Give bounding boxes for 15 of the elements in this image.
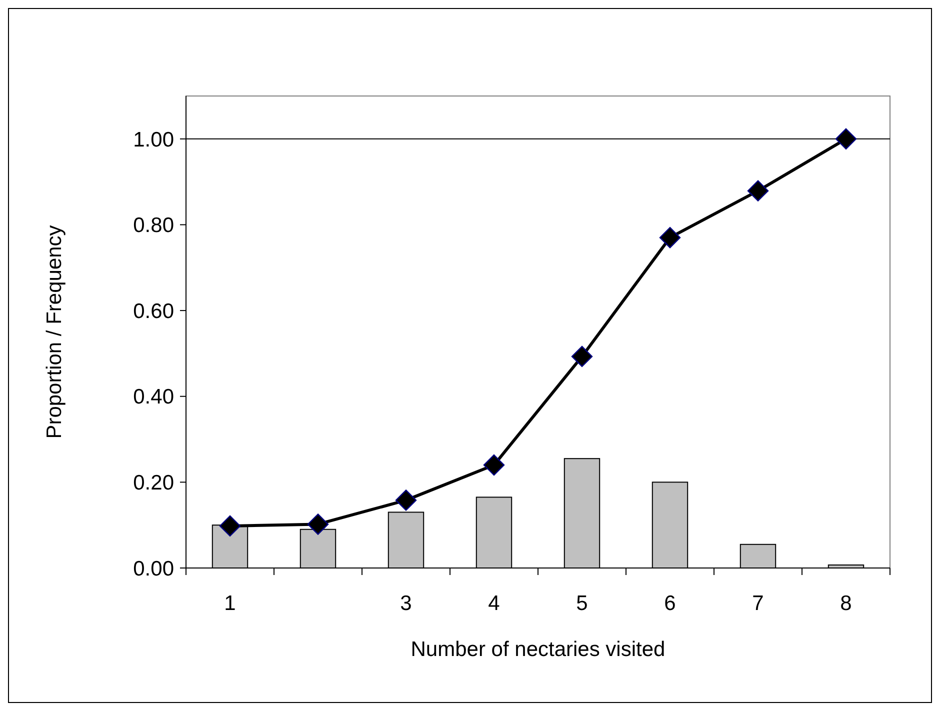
x-tick-label: 4 bbox=[488, 592, 500, 615]
y-tick-label: 0.00 bbox=[133, 557, 174, 580]
x-tick-label: 7 bbox=[752, 592, 764, 615]
x-tick-label: 1 bbox=[224, 592, 236, 615]
x-tick-label: 8 bbox=[840, 592, 852, 615]
x-tick-label: 3 bbox=[400, 592, 412, 615]
y-tick-label: 0.80 bbox=[133, 214, 174, 238]
y-tick-label: 1.00 bbox=[133, 128, 174, 152]
x-tick-label: 6 bbox=[664, 592, 676, 615]
y-tick-label: 0.40 bbox=[133, 386, 174, 409]
y-tick-label: 0.20 bbox=[133, 472, 174, 495]
y-tick-label: 0.60 bbox=[133, 300, 174, 323]
y-axis-title: Proportion / Frequency bbox=[43, 224, 66, 439]
x-axis-title: Number of nectaries visited bbox=[410, 638, 666, 661]
x-tick-label: 5 bbox=[576, 592, 588, 615]
